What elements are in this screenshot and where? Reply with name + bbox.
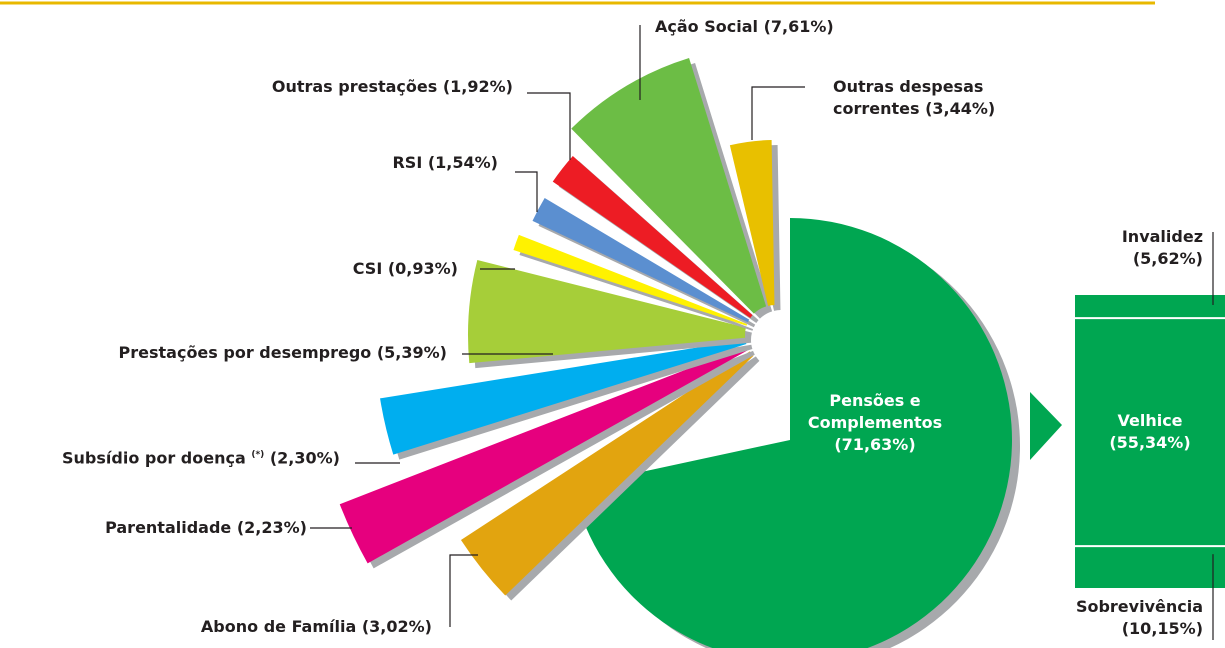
bar-label: Velhice (55,34%) bbox=[1075, 410, 1225, 454]
slice bbox=[552, 156, 753, 318]
category-label: Abono de Família bbox=[200, 617, 357, 636]
category-label: Invalidez bbox=[1121, 227, 1203, 246]
value-label: (55,34%) bbox=[1109, 433, 1191, 453]
slice bbox=[571, 58, 767, 314]
slice bbox=[380, 339, 747, 455]
category-label: Pensões e Complementos bbox=[807, 391, 943, 432]
value-label: (10,15%) bbox=[1121, 619, 1203, 638]
slice-label: Ação Social (7,61%) bbox=[655, 16, 834, 38]
slice-label: Abono de Família (3,02%) bbox=[201, 616, 432, 638]
slice-label: CSI (0,93%) bbox=[353, 258, 458, 280]
bar-segment bbox=[1075, 295, 1225, 319]
category-label: CSI bbox=[352, 259, 383, 278]
slice bbox=[729, 140, 775, 306]
value-label: (71,63%) bbox=[834, 435, 916, 454]
slice bbox=[572, 218, 1012, 648]
value-label: (7,61%) bbox=[763, 17, 834, 36]
bar-label: Sobrevivência (10,15%) bbox=[1076, 596, 1203, 640]
slice-label: Outras prestações (1,92%) bbox=[272, 76, 513, 98]
value-label: (3,44%) bbox=[925, 99, 996, 118]
slice bbox=[468, 259, 746, 364]
value-label: (5,62%) bbox=[1132, 249, 1203, 268]
value-label: (1,92%) bbox=[442, 77, 513, 96]
category-label: RSI bbox=[392, 153, 423, 172]
slice-label: Pensões e Complementos (71,63%) bbox=[800, 390, 950, 456]
category-label: Parentalidade bbox=[105, 518, 232, 537]
slice bbox=[513, 234, 748, 326]
bar-label: Invalidez (5,62%) bbox=[1122, 226, 1203, 270]
slice bbox=[532, 197, 750, 323]
category-label: Prestações por desemprego bbox=[118, 343, 372, 362]
slice-label: Subsídio por doença (*) (2,30%) bbox=[62, 444, 340, 469]
slice-label: Prestações por desemprego (5,39%) bbox=[119, 342, 447, 364]
leader-line bbox=[751, 86, 805, 140]
value-label: (3,02%) bbox=[361, 617, 432, 636]
footnote-marker: (*) bbox=[251, 450, 265, 460]
slice-label: RSI (1,54%) bbox=[392, 152, 498, 174]
category-label: Outras prestações bbox=[271, 77, 438, 96]
category-label: Outras despesas correntes bbox=[833, 77, 984, 118]
slice-label: Parentalidade (2,23%) bbox=[105, 517, 307, 539]
category-label: Ação Social bbox=[655, 17, 758, 36]
bar-segment bbox=[1075, 318, 1225, 547]
slice bbox=[460, 351, 754, 596]
value-label: (5,39%) bbox=[376, 343, 447, 362]
slice-label: Outras despesas correntes (3,44%) bbox=[833, 76, 1033, 120]
leader-line bbox=[515, 171, 538, 212]
slice-shadow bbox=[386, 344, 753, 460]
value-label: (2,30%) bbox=[269, 448, 340, 468]
category-label: Subsídio por doença bbox=[62, 448, 246, 468]
leader-line bbox=[527, 92, 571, 160]
category-label: Sobrevivência bbox=[1075, 597, 1203, 616]
leader-line bbox=[449, 554, 478, 627]
bar-segment bbox=[1075, 546, 1225, 588]
value-label: (2,23%) bbox=[236, 518, 307, 537]
value-label: (1,54%) bbox=[427, 153, 498, 172]
slice bbox=[339, 345, 749, 564]
category-label: Velhice bbox=[1117, 411, 1183, 431]
value-label: (0,93%) bbox=[387, 259, 458, 278]
breakdown-arrow bbox=[1030, 392, 1062, 460]
